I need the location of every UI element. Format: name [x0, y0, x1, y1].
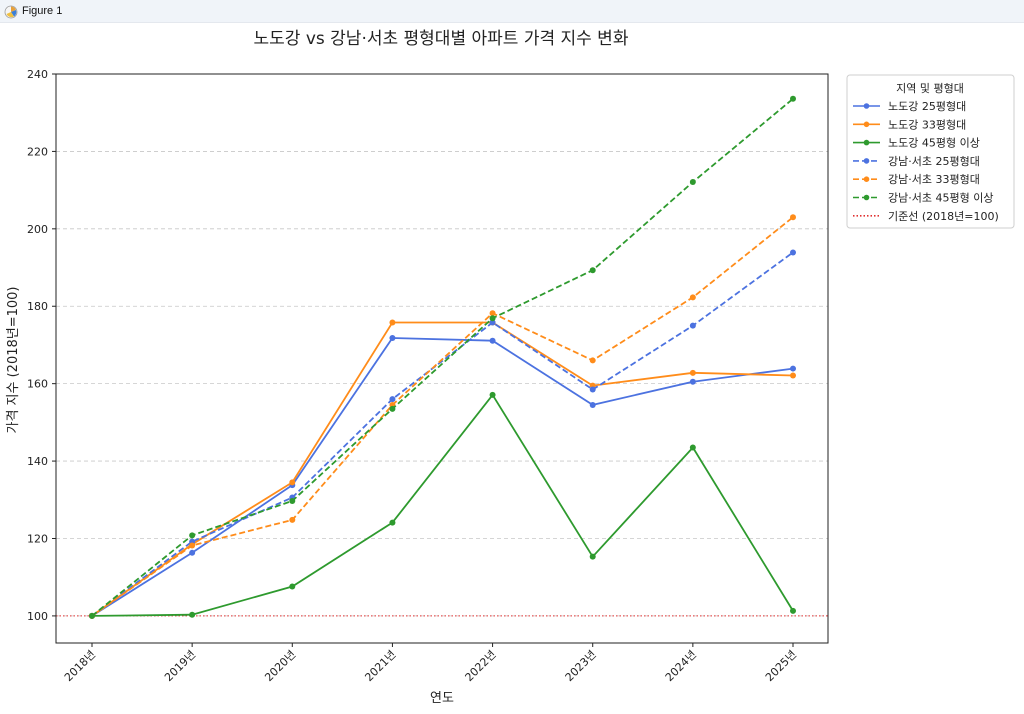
window-titlebar: Figure 1	[0, 0, 1024, 23]
data-point	[790, 95, 796, 102]
y-axis-label: 가격 지수 (2018년=100)	[6, 287, 21, 434]
data-point	[89, 612, 95, 619]
series-1	[89, 334, 796, 619]
legend-label: 강남·서초 45평형 이상	[888, 192, 993, 205]
data-point	[389, 405, 396, 412]
legend-swatch-marker	[863, 121, 870, 128]
data-point	[790, 365, 796, 372]
data-point	[790, 607, 796, 614]
data-point	[389, 396, 396, 403]
data-point	[689, 444, 696, 451]
data-point	[790, 249, 796, 256]
x-tick-label: 2018년	[62, 648, 98, 684]
data-point	[689, 294, 696, 301]
x-tick-label: 2019년	[162, 648, 198, 684]
data-point	[389, 319, 396, 326]
legend-item: 노도강 45평형 이상	[853, 137, 980, 150]
x-tick-label: 2023년	[563, 648, 599, 684]
matplotlib-figure-icon	[4, 4, 18, 19]
data-point	[389, 519, 396, 526]
data-point	[689, 178, 696, 185]
legend-label: 노도강 25평형대	[888, 100, 966, 113]
y-tick-label: 120	[27, 532, 48, 545]
data-point	[189, 549, 196, 556]
legend-label: 강남·서초 33평형대	[888, 173, 980, 186]
legend-label: 기준선 (2018년=100)	[888, 210, 999, 223]
legend-item: 강남·서초 25평형대	[853, 155, 980, 168]
chart-title: 노도강 vs 강남·서초 평형대별 아파트 가격 지수 변화	[254, 29, 629, 49]
data-point	[589, 553, 596, 560]
legend-item: 강남·서초 33평형대	[853, 173, 980, 186]
data-point	[489, 315, 496, 322]
data-point	[790, 372, 796, 379]
data-point	[289, 479, 296, 486]
legend-swatch-marker	[863, 139, 870, 146]
series-3	[89, 391, 796, 619]
data-point	[489, 337, 496, 344]
x-tick-label: 2025년	[763, 648, 799, 684]
data-point	[389, 334, 396, 341]
legend-swatch-marker	[863, 158, 870, 164]
legend-box	[846, 74, 1015, 229]
data-point	[189, 611, 196, 618]
data-point	[489, 391, 496, 398]
legend-item: 기준선 (2018년=100)	[853, 210, 999, 223]
y-tick-label: 140	[27, 455, 48, 468]
data-point	[289, 497, 296, 504]
plot-frame	[55, 73, 829, 644]
y-tick-label: 220	[27, 145, 48, 158]
y-tick-label: 200	[27, 223, 48, 236]
series-line	[91, 393, 794, 617]
x-axis-ticks: 2018년 2019년 2020년 2021년 2022년 2023년 2024년 2025년	[62, 643, 799, 684]
legend-label: 강남·서초 25평형대	[888, 155, 980, 168]
y-axis-ticks: 100 120 140 160 180 200 220 240	[27, 68, 56, 623]
data-point	[689, 322, 696, 329]
legend-title: 지역 및 평형대	[896, 82, 964, 95]
data-point	[689, 369, 696, 376]
series-line	[91, 337, 794, 617]
series-4	[89, 249, 796, 619]
x-tick-label: 2022년	[463, 648, 499, 684]
data-point	[689, 378, 696, 385]
data-point	[289, 583, 296, 590]
data-point	[489, 319, 496, 326]
x-tick-label: 2020년	[262, 648, 298, 684]
y-tick-label: 180	[27, 300, 48, 313]
legend-label: 노도강 45평형 이상	[888, 137, 980, 150]
x-axis-label: 연도	[430, 691, 454, 706]
legend-item: 노도강 33평형대	[853, 118, 966, 131]
line-chart: 노도강 vs 강남·서초 평형대별 아파트 가격 지수 변화 100 120 140…	[6, 29, 1015, 706]
legend-item: 노도강 25평형대	[853, 100, 966, 113]
grid-lines	[56, 151, 828, 617]
series-line	[91, 98, 794, 617]
legend-swatch-marker	[863, 103, 870, 109]
x-tick-label: 2021년	[362, 648, 398, 684]
data-point	[589, 267, 596, 274]
data-point	[189, 542, 196, 549]
series-line	[91, 216, 794, 617]
y-tick-label: 160	[27, 378, 48, 391]
data-point	[589, 401, 596, 408]
data-point	[489, 310, 496, 317]
data-point	[589, 357, 596, 364]
data-point	[289, 516, 296, 523]
data-point	[589, 386, 596, 393]
legend-swatch-marker	[863, 176, 870, 182]
series-line	[91, 251, 794, 617]
y-tick-label: 100	[27, 610, 48, 623]
series-6	[89, 95, 796, 619]
series-5	[89, 214, 796, 619]
window-title: Figure 1	[22, 5, 63, 17]
series-layer	[89, 95, 796, 619]
data-point	[790, 214, 796, 221]
legend-label: 노도강 33평형대	[888, 118, 966, 131]
y-tick-label: 240	[27, 68, 48, 81]
legend-item: 강남·서초 45평형 이상	[853, 192, 993, 205]
series-line	[91, 321, 794, 617]
data-point	[189, 532, 196, 539]
x-tick-label: 2024년	[663, 648, 699, 684]
legend-swatch-marker	[863, 194, 870, 201]
